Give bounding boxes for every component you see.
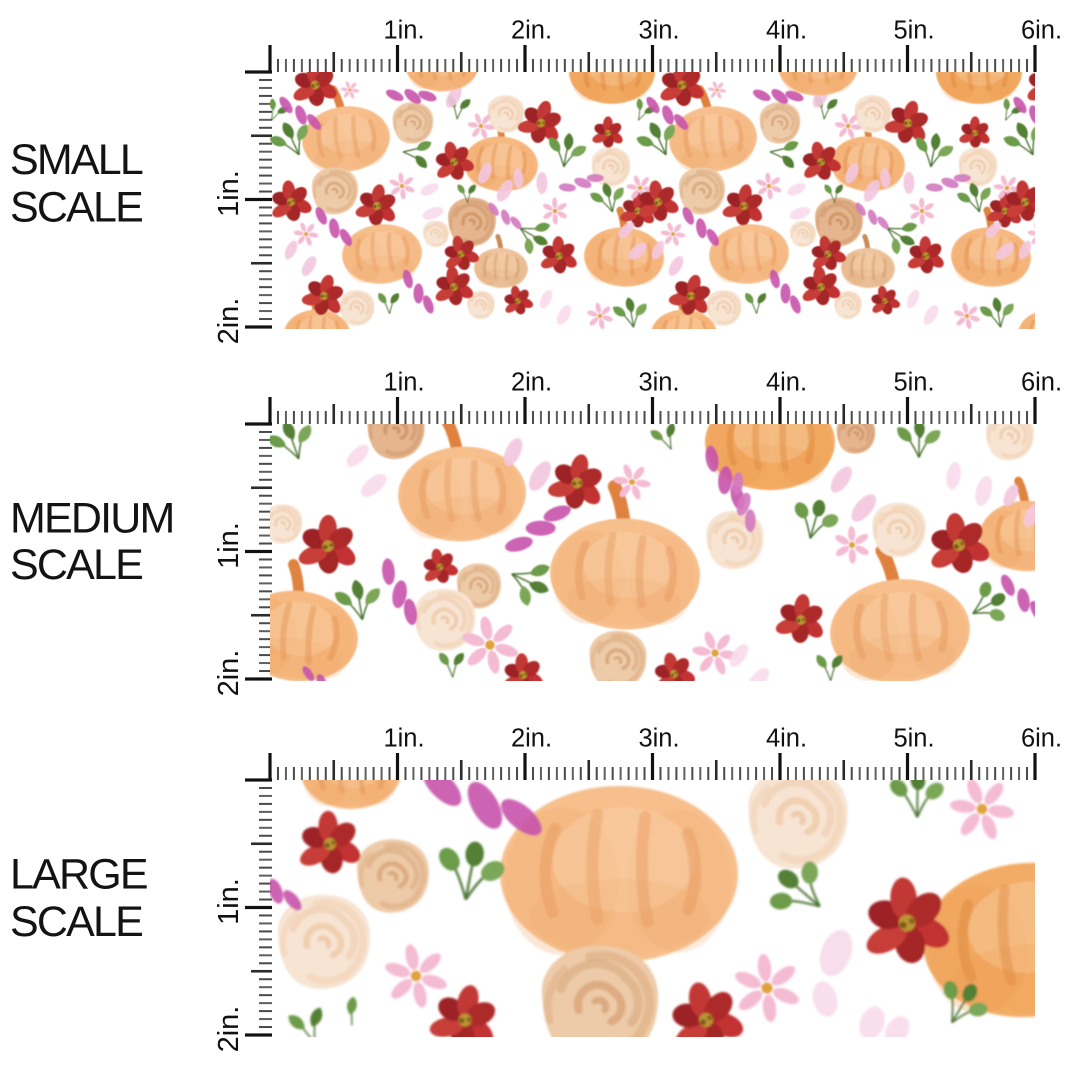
svg-text:1in.: 1in. [213,878,245,925]
svg-text:SCALE: SCALE [10,184,142,232]
svg-text:LARGE: LARGE [10,850,147,898]
svg-text:SCALE: SCALE [10,541,142,589]
svg-text:5in.: 5in. [893,17,934,45]
svg-text:2in.: 2in. [213,1006,245,1053]
svg-text:1in.: 1in. [383,17,424,45]
svg-text:1in.: 1in. [383,369,424,397]
svg-text:2in.: 2in. [511,369,552,397]
svg-text:4in.: 4in. [766,369,807,397]
svg-text:SMALL: SMALL [10,136,143,184]
svg-text:5in.: 5in. [893,369,934,397]
svg-text:2in.: 2in. [213,650,245,697]
svg-text:SCALE: SCALE [10,898,142,946]
svg-text:MEDIUM: MEDIUM [10,495,174,543]
svg-text:3in.: 3in. [638,725,679,753]
svg-text:6in.: 6in. [1021,17,1062,45]
svg-text:1in.: 1in. [213,170,245,217]
svg-text:3in.: 3in. [638,369,679,397]
svg-text:4in.: 4in. [766,17,807,45]
svg-text:1in.: 1in. [213,522,245,569]
svg-text:5in.: 5in. [893,725,934,753]
svg-text:4in.: 4in. [766,725,807,753]
svg-text:6in.: 6in. [1021,725,1062,753]
svg-text:2in.: 2in. [213,298,245,345]
svg-text:6in.: 6in. [1021,369,1062,397]
svg-text:2in.: 2in. [511,725,552,753]
svg-text:1in.: 1in. [383,725,424,753]
svg-text:2in.: 2in. [511,17,552,45]
svg-text:3in.: 3in. [638,17,679,45]
